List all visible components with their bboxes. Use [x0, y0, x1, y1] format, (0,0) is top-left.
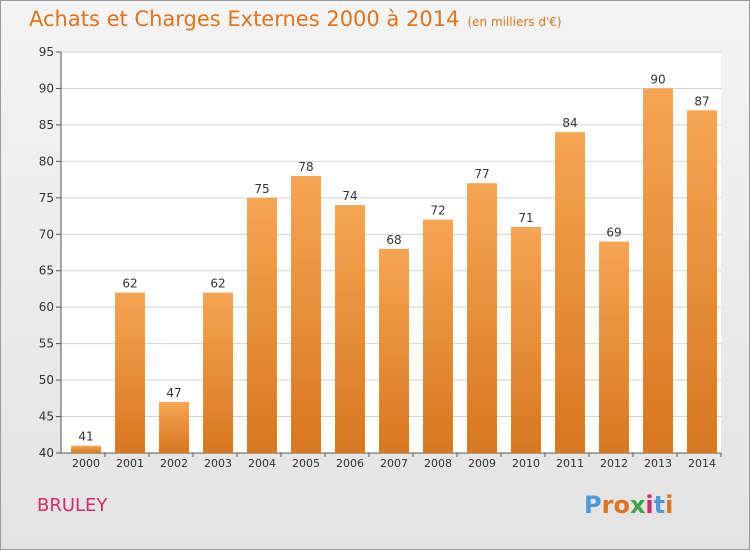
bar	[115, 292, 145, 453]
y-tick-label: 70	[39, 227, 54, 241]
bar	[335, 205, 365, 453]
y-tick-label: 50	[39, 373, 54, 387]
y-tick-label: 95	[39, 45, 54, 59]
x-tick-label: 2009	[468, 457, 496, 470]
logo-letter: i	[665, 491, 674, 519]
bar-value-label: 41	[78, 430, 93, 444]
y-tick-label: 55	[39, 337, 54, 351]
bar	[643, 88, 673, 454]
bar-value-label: 87	[694, 94, 709, 108]
x-tick-label: 2001	[116, 457, 144, 470]
bar-value-label: 78	[298, 160, 313, 174]
x-tick-label: 2014	[688, 457, 716, 470]
logo-letter: i	[645, 491, 654, 519]
y-tick-label: 85	[39, 118, 54, 132]
logo-letter: P	[584, 491, 602, 519]
commune-name: BRULEY	[37, 495, 108, 516]
bar-value-label: 69	[606, 226, 621, 240]
logo-letter: r	[601, 491, 614, 519]
x-tick-label: 2006	[336, 457, 364, 470]
bar-value-label: 62	[210, 277, 225, 291]
x-tick-label: 2004	[248, 457, 276, 470]
bar	[291, 175, 321, 454]
chart-title: Achats et Charges Externes 2000 à 2014 (e…	[29, 7, 562, 31]
y-tick-label: 40	[39, 446, 54, 460]
bar-value-label: 47	[166, 386, 181, 400]
bar	[71, 445, 101, 453]
proxiti-logo: Proxiti	[584, 491, 673, 519]
bar	[203, 292, 233, 453]
bar-value-label: 71	[518, 211, 533, 225]
x-tick-label: 2005	[292, 457, 320, 470]
logo-letter: o	[613, 491, 630, 519]
bar-value-label: 84	[562, 116, 577, 130]
x-tick-label: 2007	[380, 457, 408, 470]
x-tick-label: 2011	[556, 457, 584, 470]
x-tick-label: 2013	[644, 457, 672, 470]
y-tick-label: 75	[39, 191, 54, 205]
bar-value-label: 77	[474, 167, 489, 181]
x-tick-label: 2012	[600, 457, 628, 470]
x-tick-label: 2010	[512, 457, 540, 470]
bar-value-label: 75	[254, 182, 269, 196]
y-tick-label: 45	[39, 410, 54, 424]
x-tick-label: 2000	[72, 457, 100, 470]
bar	[687, 110, 717, 453]
bar	[599, 241, 629, 453]
bar	[467, 183, 497, 453]
logo-letter: x	[629, 491, 646, 519]
bar	[555, 132, 585, 453]
y-tick-label: 60	[39, 300, 54, 314]
x-tick-label: 2002	[160, 457, 188, 470]
y-tick-label: 65	[39, 264, 54, 278]
bar-value-label: 72	[430, 204, 445, 218]
bar	[247, 197, 277, 453]
bar	[159, 401, 189, 453]
bar-value-label: 62	[122, 277, 137, 291]
bar	[423, 219, 453, 453]
chart-subtitle: (en milliers d'€)	[467, 15, 562, 29]
x-tick-label: 2008	[424, 457, 452, 470]
y-tick-label: 80	[39, 154, 54, 168]
bar-value-label: 68	[386, 233, 401, 247]
y-tick-label: 90	[39, 81, 54, 95]
bar-value-label: 90	[650, 72, 665, 86]
x-tick-label: 2003	[204, 457, 232, 470]
bar	[379, 248, 409, 453]
logo-letter: t	[653, 491, 666, 519]
bar	[511, 226, 541, 453]
bar-value-label: 74	[342, 189, 357, 203]
